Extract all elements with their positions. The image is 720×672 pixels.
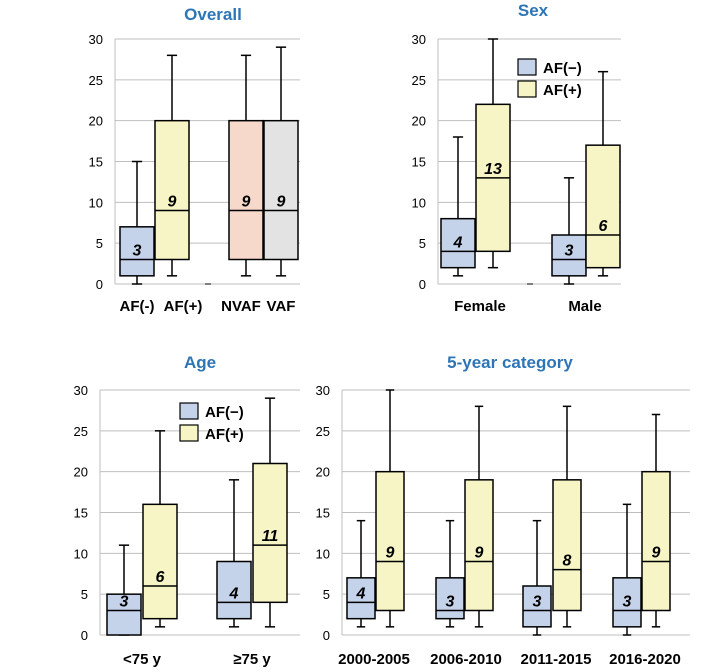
box-af- [440,217,476,269]
box-af- [375,470,405,612]
median-label: 3 [446,594,455,611]
y-tick-label: 5 [96,236,103,251]
y-tick-label: 0 [81,628,88,643]
box-af- [216,560,252,620]
box-nvaf [228,119,264,261]
median-label: 9 [242,194,251,211]
chart-title: 5-year category [447,353,573,372]
y-tick-label: 30 [412,32,426,47]
y-tick-label: 25 [89,73,103,88]
median-label: 3 [120,594,129,611]
box-af- [346,577,376,620]
chart-title: Sex [518,1,549,20]
box-af- [154,119,190,261]
median-label: 4 [453,234,463,251]
category-label: Female [454,298,506,315]
box-af- [435,577,465,620]
legend-label: AF(−) [205,404,244,421]
box-vaf [263,119,299,261]
y-tick-label: 10 [74,546,88,561]
box-af- [612,577,642,628]
box-af- [106,593,142,636]
box-af- [585,144,621,269]
y-tick-label: 10 [316,546,330,561]
legend-label: AF(+) [205,426,244,443]
median-label: 9 [168,194,177,211]
category-label: NVAF [221,298,261,315]
legend-swatch [517,80,537,98]
box-af- [552,479,582,612]
y-tick-label: 25 [74,424,88,439]
chart-title: Overall [184,5,242,24]
y-tick-label: 10 [412,195,426,210]
legend-swatch [179,424,199,442]
median-label: 9 [652,545,661,562]
y-tick-label: 20 [412,114,426,129]
median-label: 3 [623,594,632,611]
box-af- [464,479,494,612]
y-tick-label: 30 [89,32,103,47]
y-tick-label: 20 [89,114,103,129]
box-af- [119,226,155,277]
y-tick-label: 5 [419,236,426,251]
median-label: 13 [484,161,502,178]
y-tick-label: 5 [81,587,88,602]
median-label: 11 [262,528,279,545]
median-label: 4 [229,585,239,602]
chart-title: Age [184,353,216,372]
median-label: 6 [156,569,165,586]
y-tick-label: 25 [316,424,330,439]
category-label: 2006-2010 [430,651,502,668]
y-tick-label: 15 [412,155,426,170]
y-tick-label: 0 [323,628,330,643]
box-af- [641,470,671,612]
median-label: 9 [386,545,395,562]
box-af- [522,585,552,628]
category-label: AF(-) [120,298,155,315]
y-tick-label: 20 [74,465,88,480]
median-label: 6 [599,218,608,235]
y-tick-label: 20 [316,465,330,480]
category-label: VAF [267,298,296,315]
median-label: 3 [565,243,574,260]
y-tick-label: 15 [316,506,330,521]
legend-swatch [179,402,199,420]
median-label: 9 [475,545,484,562]
y-tick-label: 10 [89,195,103,210]
legend-label: AF(+) [543,82,582,99]
category-label: 2011-2015 [521,651,592,668]
y-tick-label: 30 [74,383,88,398]
box-af- [142,503,178,620]
y-tick-label: 30 [316,383,330,398]
y-tick-label: 5 [323,587,330,602]
box-af- [551,234,587,277]
category-label: 2000-2005 [338,651,410,668]
y-tick-label: 15 [89,155,103,170]
category-label: AF(+) [164,298,203,315]
category-label: Male [568,298,601,315]
category-label: <75 y [123,651,162,668]
category-label: ≥75 y [233,651,271,668]
legend-swatch [517,58,537,76]
legend-label: AF(−) [543,60,582,77]
median-label: 3 [533,594,542,611]
median-label: 8 [563,553,572,570]
box-af- [252,462,288,604]
y-tick-label: 25 [412,73,426,88]
median-label: 3 [133,243,142,260]
category-label: 2016-2020 [609,651,681,668]
median-label: 9 [277,194,286,211]
y-tick-label: 15 [74,506,88,521]
y-tick-label: 0 [96,277,103,292]
y-tick-label: 0 [419,277,426,292]
median-label: 4 [356,585,366,602]
